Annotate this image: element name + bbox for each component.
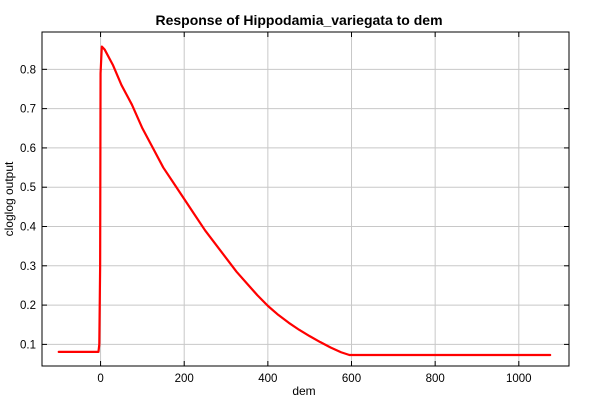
- x-tick-label: 400: [258, 373, 277, 385]
- y-tick-label: 0.5: [20, 182, 36, 194]
- y-tick-label: 0.4: [20, 222, 37, 234]
- x-tick-label: 200: [175, 373, 194, 385]
- y-tick-label: 0.2: [20, 300, 36, 312]
- response-curve: [57, 45, 552, 357]
- x-tick-label: 1000: [506, 373, 532, 385]
- x-tick-label: 0: [97, 373, 103, 385]
- y-tick-label: 0.7: [20, 104, 36, 116]
- axis-ticks: 0 200 400 600 800 1000 0.1 0.2 0.3 0.4 0.5 0.6 0.7 0.…: [20, 32, 569, 385]
- series-layer: [57, 45, 552, 357]
- x-axis-label: dem: [292, 384, 315, 398]
- y-tick-label: 0.3: [20, 261, 36, 273]
- y-tick-label: 0.6: [20, 143, 36, 155]
- x-tick-label: 800: [426, 373, 445, 385]
- y-tick-label: 0.8: [20, 64, 36, 76]
- plot-frame: [41, 31, 570, 367]
- grid: [42, 32, 569, 366]
- x-tick-label: 600: [342, 373, 361, 385]
- y-tick-label: 0.1: [20, 339, 36, 351]
- y-axis-label: cloglog output: [2, 161, 16, 236]
- chart-title: Response of Hippodamia_variegata to dem: [155, 12, 442, 28]
